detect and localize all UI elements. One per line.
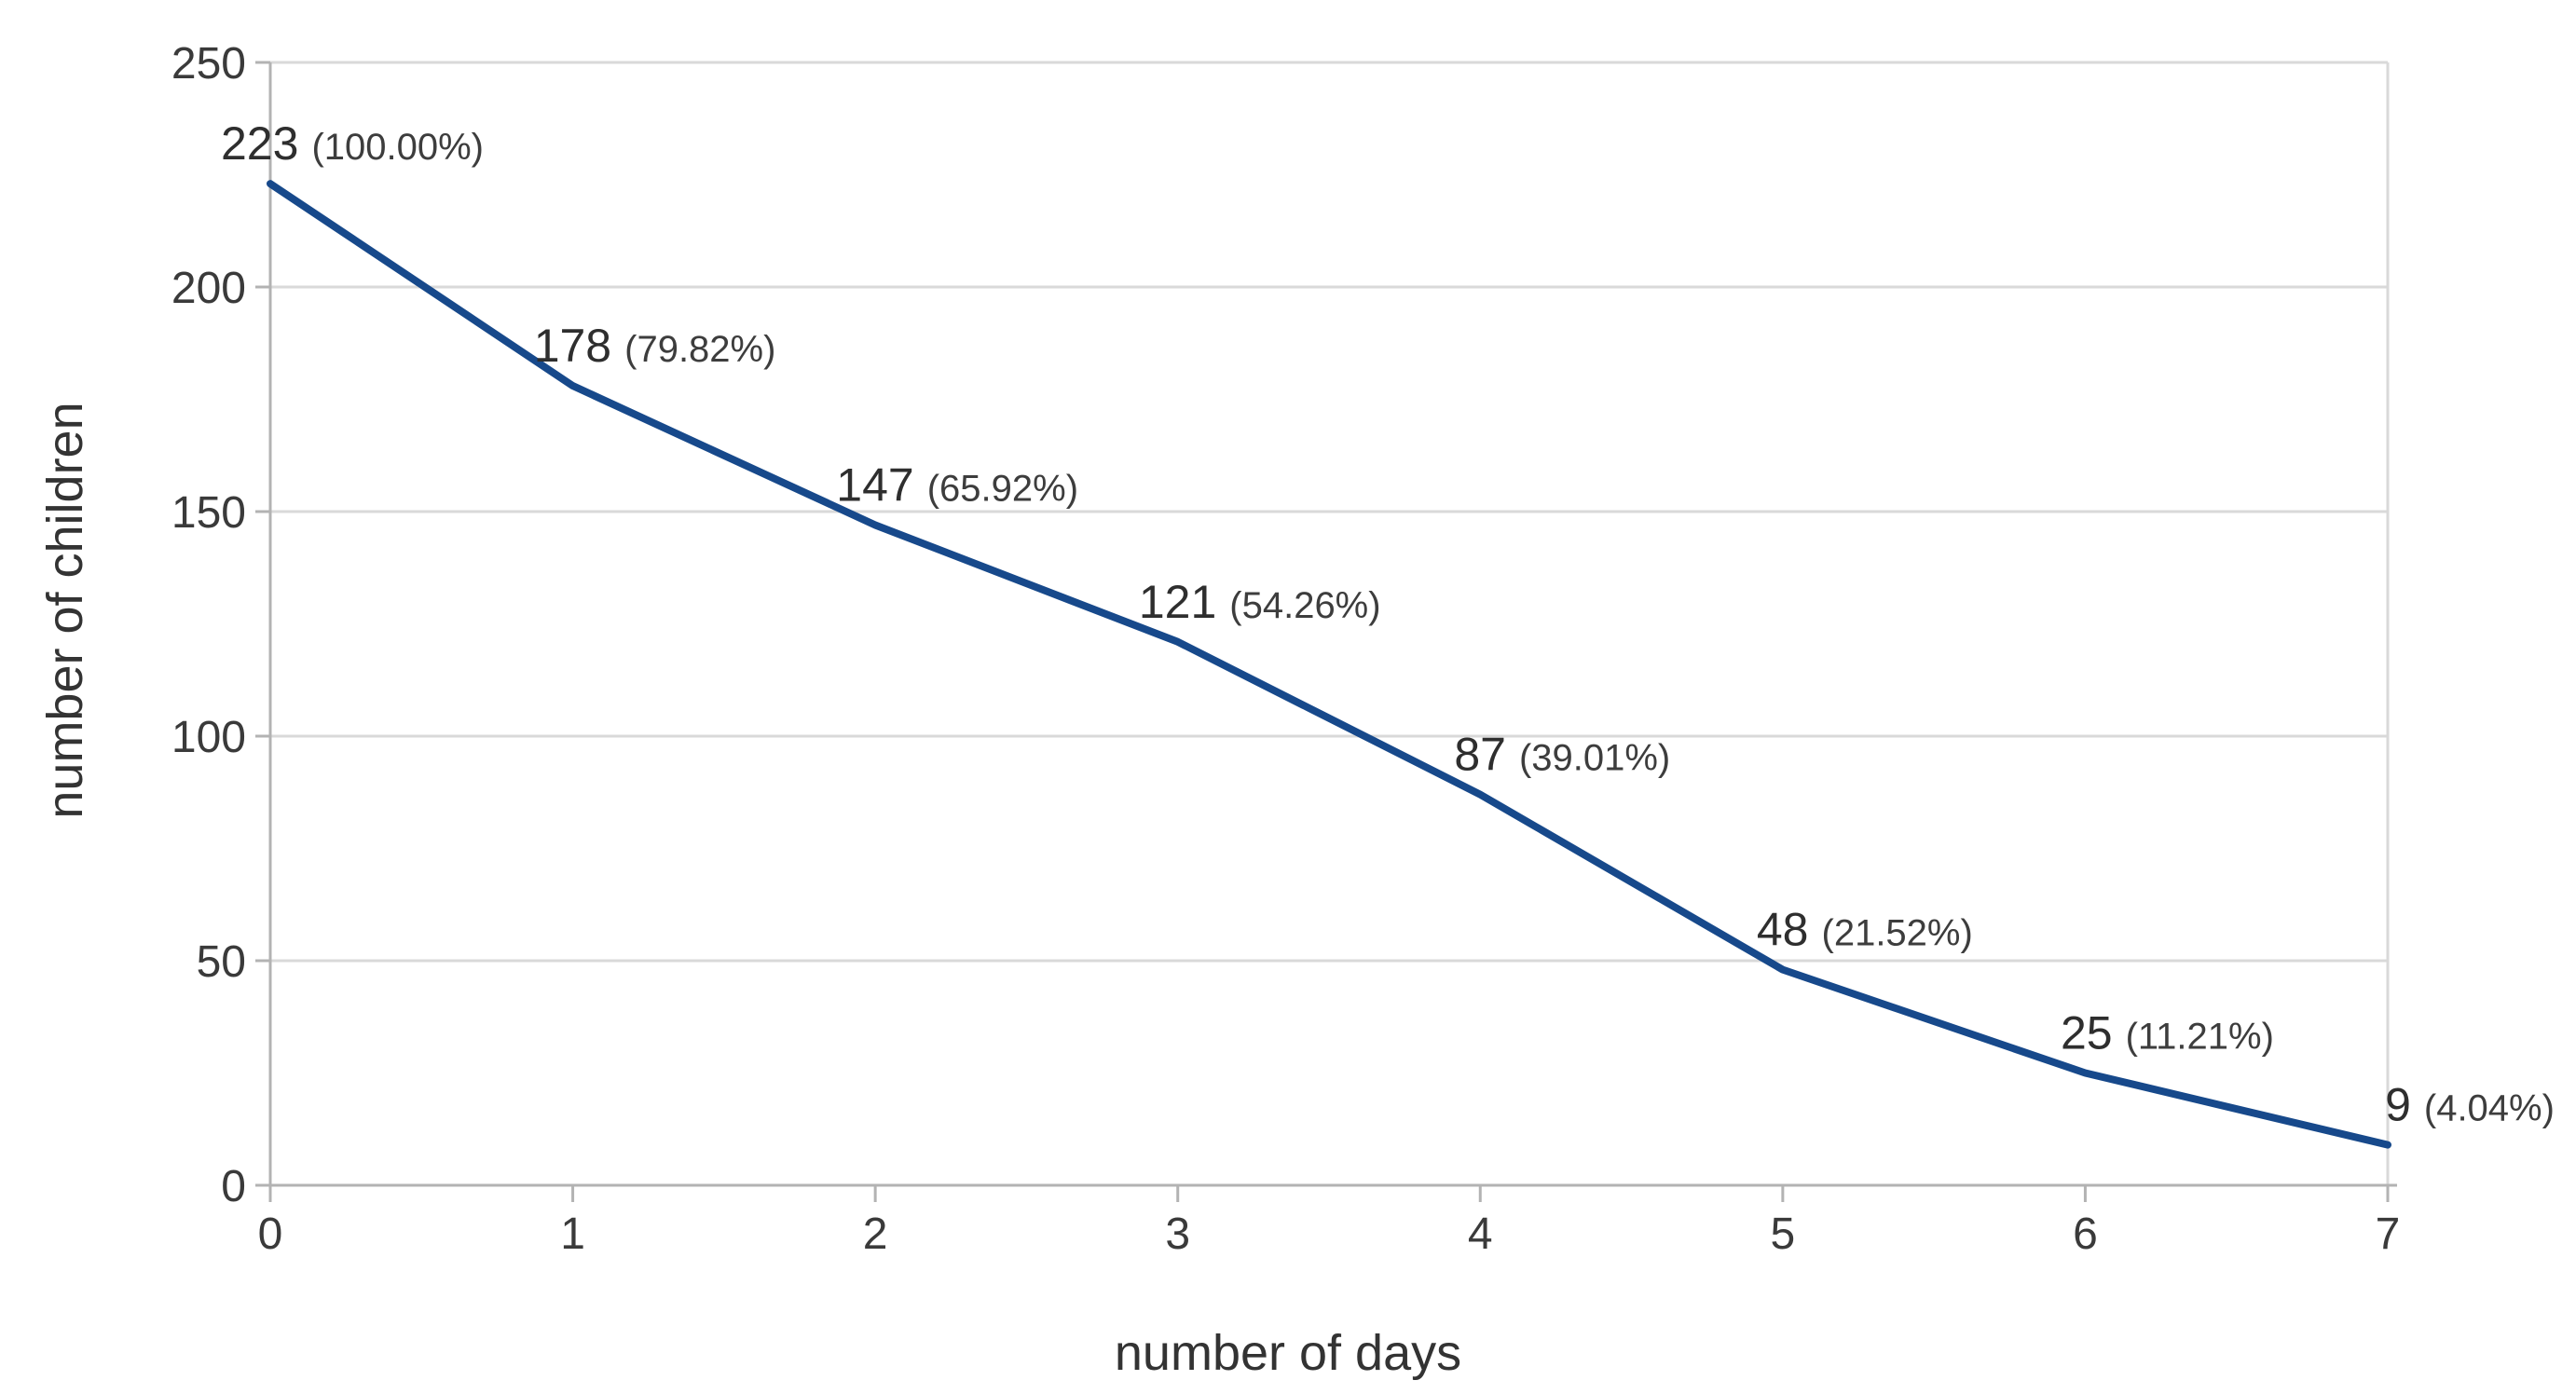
data-point-value: 48 [1757, 904, 1809, 956]
data-point-percent: (11.21%) [2126, 1017, 2274, 1058]
y-axis-title: number of children [37, 402, 93, 819]
y-tick-label: 200 [171, 264, 246, 313]
data-point-label: 147 (65.92%) [836, 458, 1078, 511]
data-point-value: 178 [534, 320, 611, 372]
data-point-label: 223 (100.00%) [221, 117, 484, 170]
data-point-value: 87 [1454, 729, 1506, 781]
data-series-line [267, 180, 2391, 1149]
data-point-label: 48 (21.52%) [1757, 904, 1973, 956]
data-point-label: 9 (4.04%) [2385, 1079, 2555, 1131]
x-tick-label: 3 [1165, 1210, 1190, 1259]
x-tick-label: 2 [863, 1210, 888, 1259]
data-point-percent: (65.92%) [927, 468, 1078, 509]
x-tick-label: 0 [258, 1210, 283, 1259]
x-axis-title: number of days [1114, 1325, 1462, 1381]
data-point-percent: (39.01%) [1519, 738, 1670, 779]
data-point-percent: (54.26%) [1229, 585, 1380, 626]
y-tick-label: 0 [221, 1162, 246, 1211]
y-tick-label: 100 [171, 713, 246, 762]
x-tick-label: 4 [1468, 1210, 1493, 1259]
data-point-value: 9 [2385, 1079, 2411, 1131]
data-point-label: 121 (54.26%) [1139, 576, 1381, 628]
y-tick-label: 50 [197, 937, 246, 987]
x-tick-label: 7 [2376, 1210, 2401, 1259]
data-point-label: 25 (11.21%) [2061, 1007, 2274, 1059]
y-tick-label: 250 [171, 39, 246, 89]
data-point-percent: (21.52%) [1822, 913, 1973, 954]
x-tick-label: 5 [1771, 1210, 1796, 1259]
data-point-value: 25 [2061, 1007, 2113, 1059]
data-point-label: 178 (79.82%) [534, 320, 776, 372]
x-tick-label: 1 [560, 1210, 585, 1259]
x-tick-label: 6 [2073, 1210, 2098, 1259]
data-point-percent: (4.04%) [2424, 1088, 2555, 1129]
data-point-label: 87 (39.01%) [1454, 729, 1670, 781]
data-point-percent: (79.82%) [624, 329, 775, 370]
data-point-value: 121 [1139, 576, 1216, 628]
y-tick-label: 150 [171, 488, 246, 538]
data-point-value: 147 [836, 458, 913, 511]
data-point-value: 223 [221, 117, 298, 170]
data-point-percent: (100.00%) [311, 127, 484, 168]
